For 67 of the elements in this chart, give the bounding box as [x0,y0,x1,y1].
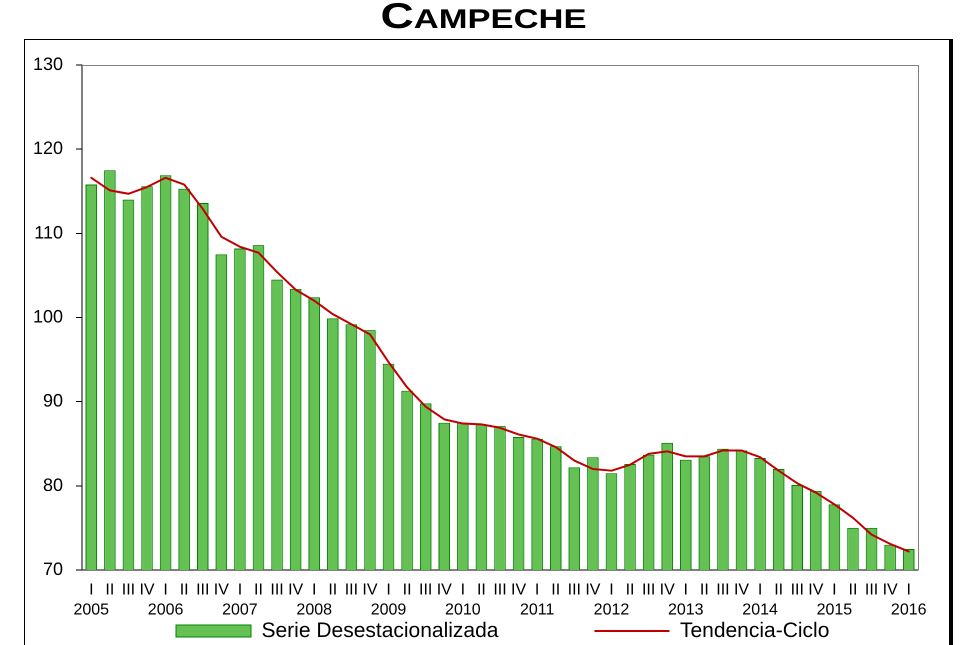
x-tick-label: IV [288,581,304,598]
x-tick-label: II [180,581,189,598]
x-tick-label: III [568,581,581,598]
x-tick-label: III [716,581,730,598]
x-tick-label: I [312,581,316,598]
x-tick-label: IV [436,581,452,598]
y-tick-label: 130 [32,54,63,74]
x-tick-label: I [460,581,466,598]
y-tick-label: 120 [32,138,63,158]
x-tick-label: III [790,581,804,598]
x-tick-label: I [832,581,837,598]
y-tick-label: 80 [42,474,63,495]
x2-tick-label: 2016 [890,601,927,618]
x2-tick-label: 2015 [816,601,852,618]
x-tick-label: I [534,581,540,598]
x-tick-label: II [328,581,338,598]
y-tick-label: 100 [32,306,63,326]
x2-tick-label: 2005 [73,601,110,618]
x-tick-label: IV [511,581,526,598]
x2-tick-label: 2011 [520,601,554,618]
x-tick-label: II [254,581,263,598]
x-tick-label: II [626,581,634,598]
x-tick-label: III [270,581,284,598]
x-tick-label: IV [660,581,676,598]
x-tick-label: I [906,581,911,598]
x2-tick-label: 2009 [370,601,406,618]
x2-tick-label: 2007 [222,601,258,618]
x-tick-label: II [476,581,486,598]
x-tick-label: IV [585,581,601,598]
legend-label: Serie Desestacionalizada [262,618,499,642]
y-tick-label: 70 [42,558,63,579]
x-tick-label: IV [139,581,155,598]
x-tick-label: II [848,581,858,598]
x-tick-label: I [684,581,688,598]
x-tick-label: IV [362,581,378,598]
x2-tick-label: 2014 [742,601,778,618]
y-tick-label: 110 [34,222,63,242]
x2-tick-label: 2012 [594,601,630,618]
x-tick-label: II [774,581,784,598]
x2-tick-label: 2010 [445,601,481,618]
legend-label: Tendencia-Ciclo [680,618,830,642]
x-tick-label: III [344,581,358,598]
x-tick-label: IV [882,581,898,598]
x-tick-label: II [700,581,709,598]
x-tick-label: II [402,581,412,598]
x-tick-label: IV [808,581,824,598]
x-tick-label: III [196,581,210,598]
x-tick-label: I [609,581,614,598]
x-tick-label: IV [214,581,230,598]
x-tick-label: II [551,581,560,598]
x-tick-label: I [89,581,94,598]
x-tick-label: III [642,581,656,598]
x-tick-label: III [493,581,507,598]
x-tick-label: III [864,581,878,598]
x-tick-label: I [238,581,242,598]
x-tick-label: IV [734,581,750,598]
x-tick-label: III [419,581,432,598]
x-tick-label: II [105,581,114,598]
x2-tick-label: 2008 [296,601,332,618]
chart-title: CAMPECHE [380,0,588,38]
x2-tick-label: 2013 [668,601,704,618]
x-tick-label: I [758,581,762,598]
x-tick-label: III [122,581,136,598]
x2-tick-label: 2006 [148,601,184,618]
x-tick-label: I [163,581,168,598]
y-tick-label: 90 [42,390,63,411]
x-tick-label: I [386,581,391,598]
